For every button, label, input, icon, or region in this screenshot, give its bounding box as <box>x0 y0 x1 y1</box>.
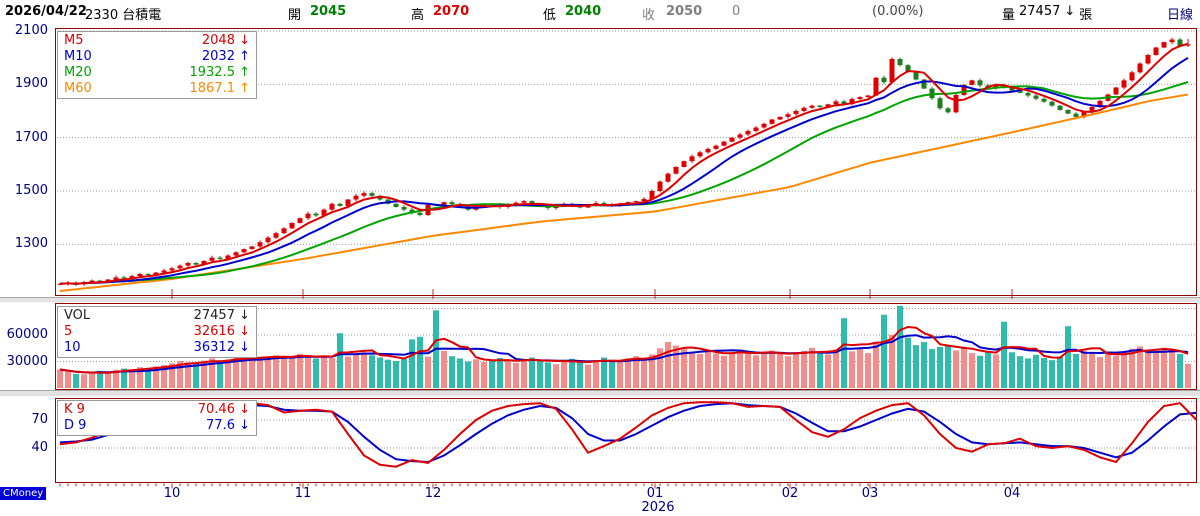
y-axis-label: 1500 <box>14 182 48 198</box>
year-label: 2026 <box>641 500 675 515</box>
y-axis-label: 40 <box>31 439 48 455</box>
y-axis-label: 30000 <box>6 353 48 369</box>
y-axis-label: 1700 <box>14 129 48 145</box>
kd-legend: K 9 70.46 ↓ D 9 77.6 ↓ <box>57 400 257 436</box>
legend-row: D 9 77.6 ↓ <box>64 418 250 433</box>
legend-row: 10 36312 ↓ <box>64 340 250 355</box>
y-axis-label: 1900 <box>14 76 48 92</box>
y-axis-label: 70 <box>31 412 48 427</box>
vol-legend: VOL 27457 ↓ 5 32616 ↓ 10 36312 ↓ <box>57 306 257 358</box>
change-pct-value: (0.00%) <box>872 4 924 19</box>
month-label: 01 <box>646 486 664 501</box>
legend-row: M10 2032 ↑ <box>64 49 250 64</box>
legend-row: M60 1867.1 ↑ <box>64 81 250 96</box>
ma-legend: M5 2048 ↓ M10 2032 ↑ M20 1932.5 ↑ M60 1867.1 ↑ <box>57 31 257 99</box>
close-label: 收 <box>642 8 656 23</box>
trade-date: 2026/04/22 <box>5 4 87 19</box>
cmoney-watermark: CMoney <box>0 487 47 500</box>
volume-unit: 張 <box>1079 8 1093 23</box>
volume-readout: 量 27457 ↓ 張 <box>1002 4 1092 23</box>
open-label: 開 <box>288 8 302 23</box>
month-label: 02 <box>781 486 799 501</box>
legend-row: K 9 70.46 ↓ <box>64 402 250 417</box>
volume-down-arrow-icon: ↓ <box>1064 4 1076 19</box>
legend-row: 5 32616 ↓ <box>64 324 250 339</box>
change-value: 0 <box>732 4 741 19</box>
legend-row: VOL 27457 ↓ <box>64 308 250 323</box>
high-label: 高 <box>411 8 425 23</box>
open-value: 2045 <box>310 4 347 19</box>
month-label: 10 <box>163 486 181 501</box>
high-value: 2070 <box>433 4 470 19</box>
volume-value: 27457 <box>1019 4 1061 19</box>
close-value: 2050 <box>666 4 703 19</box>
month-label: 12 <box>424 486 442 501</box>
low-value: 2040 <box>565 4 602 19</box>
pane-divider[interactable] <box>0 297 1200 303</box>
month-label: 04 <box>1003 486 1021 501</box>
month-label: 11 <box>294 486 312 501</box>
y-axis-label: 1300 <box>14 236 48 252</box>
y-axis-label: 60000 <box>6 327 48 342</box>
pane-divider[interactable] <box>0 390 1200 397</box>
month-label: 03 <box>861 486 879 501</box>
y-axis-label: 2100 <box>14 23 48 38</box>
period-selector[interactable]: 日線 <box>1167 8 1194 23</box>
low-label: 低 <box>543 8 557 23</box>
stock-id-name: 2330 台積電 <box>85 8 162 23</box>
volume-label: 量 <box>1002 8 1016 23</box>
legend-row: M5 2048 ↓ <box>64 33 250 48</box>
legend-row: M20 1932.5 ↑ <box>64 65 250 80</box>
